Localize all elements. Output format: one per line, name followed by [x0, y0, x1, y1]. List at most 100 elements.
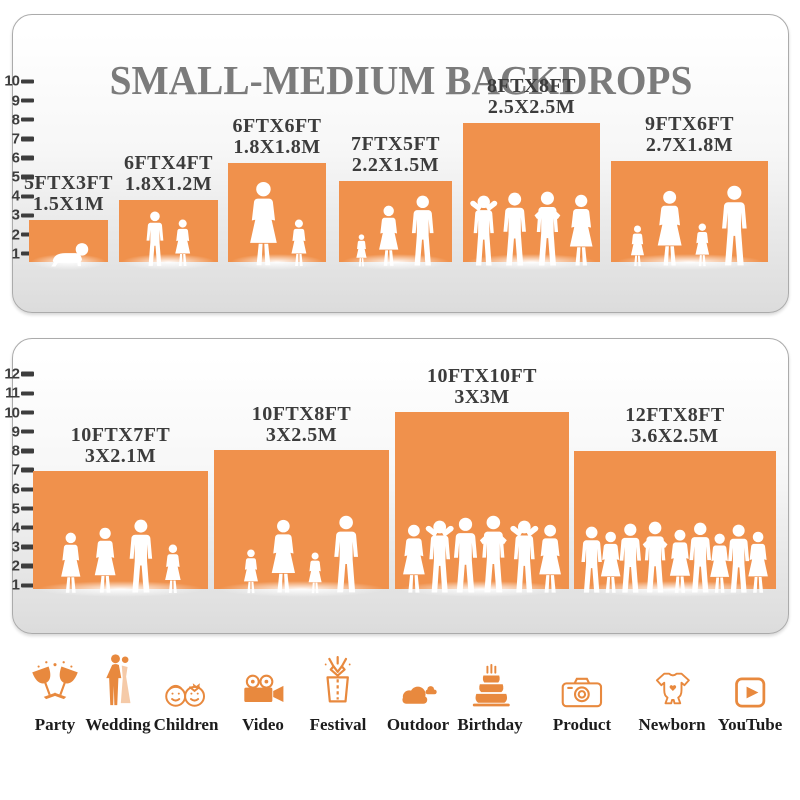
tick-number: 4	[11, 519, 20, 537]
people-silhouettes	[61, 519, 181, 593]
man-silhouette	[453, 517, 478, 593]
woman-silhouette	[94, 527, 116, 593]
woman-silhouette	[61, 532, 81, 593]
category-label: Video	[242, 715, 284, 734]
scale-tick-8: 8	[1, 442, 34, 459]
size-label: 6FTX4FT 1.8X1.2M	[124, 153, 213, 195]
backdrop-bar-6ftx6ft	[228, 163, 326, 262]
tick-number: 6	[11, 149, 20, 167]
scale-tick-3: 3	[1, 207, 34, 224]
size-meters: 3X3M	[454, 386, 510, 408]
party-icon	[28, 652, 82, 708]
category-birthday: Birthday	[457, 652, 523, 735]
tick-mark	[21, 155, 34, 161]
size-label: 12FTX8FT 3.6X2.5M	[625, 405, 725, 447]
size-feet: 6FTX6FT	[232, 115, 322, 137]
baby-silhouette	[51, 243, 89, 267]
category-row: Party Wedding	[0, 652, 800, 772]
people-silhouettes	[146, 211, 191, 267]
tick-mark	[21, 213, 34, 218]
scale-tick-3: 3	[1, 538, 34, 555]
size-feet: 7FTX5FT	[350, 133, 441, 155]
tick-mark	[21, 448, 34, 454]
scale-tick-6: 6	[1, 481, 34, 498]
tick-mark	[21, 544, 34, 550]
tick-number: 12	[4, 365, 20, 383]
tick-number: 5	[11, 500, 20, 517]
size-label: 6FTX6FT 1.8X1.8M	[232, 116, 321, 158]
ground-shadow	[38, 581, 203, 597]
woman-silhouette	[539, 524, 561, 593]
category-newborn: Newborn	[638, 652, 706, 735]
tick-mark	[21, 251, 34, 256]
girl-silhouette	[175, 219, 191, 267]
people-silhouettes	[470, 191, 593, 266]
man-silhouette	[689, 522, 712, 593]
children-icon	[163, 652, 209, 708]
scale-tick-4: 4	[1, 519, 34, 536]
category-label: Festival	[309, 715, 367, 734]
people-silhouettes	[250, 181, 307, 267]
size-label: 10FTX7FT 3X2.1M	[71, 425, 171, 467]
woman-silhouette	[657, 190, 682, 266]
small-medium-panel: SMALL-MEDIUM BACKDROPS 1 2 3 4 5 6 7 8 9 10 5FTX3…	[4, 14, 789, 313]
size-label: 10FTX10FT 3X3M	[427, 366, 537, 408]
size-label: 5FTX3FT 1.5X1M	[24, 173, 113, 215]
people-silhouettes	[356, 195, 434, 267]
size-feet: 12FTX8FT	[625, 404, 725, 426]
girl-silhouette	[243, 549, 258, 594]
category-label: Children	[153, 715, 219, 734]
size-feet: 9FTX6FT	[644, 113, 735, 135]
scale-tick-5: 5	[1, 169, 34, 186]
toddler-silhouette	[356, 234, 367, 267]
woman-silhouette	[403, 524, 425, 593]
tick-number: 1	[11, 576, 20, 594]
festival-icon	[314, 652, 362, 708]
tick-mark	[21, 391, 34, 396]
outdoor-icon	[398, 652, 438, 708]
backdrop-bar-6ftx4ft	[119, 200, 218, 262]
scale-tick-8: 8	[1, 111, 34, 128]
tick-mark	[21, 583, 34, 588]
manhips-silhouette	[479, 515, 507, 593]
tick-number: 2	[11, 226, 20, 244]
girl-silhouette	[291, 219, 307, 267]
category-label: Newborn	[638, 715, 706, 734]
woman-silhouette	[710, 533, 730, 593]
tick-number: 1	[11, 245, 20, 263]
size-meters: 3X2.5M	[265, 424, 338, 446]
category-product: Product	[553, 652, 611, 735]
tick-number: 8	[11, 111, 20, 129]
category-label: Wedding	[85, 715, 151, 734]
man-silhouette	[503, 192, 526, 266]
tick-number: 7	[11, 130, 20, 148]
manup-silhouette	[425, 520, 454, 593]
boy-silhouette	[146, 211, 164, 266]
size-meters: 3X2.1M	[84, 445, 157, 467]
newborn-icon	[649, 652, 695, 708]
backdrop-bar-10ftx7ft	[33, 471, 208, 589]
scale-tick-9: 9	[1, 92, 34, 109]
scale-tick-5: 5	[1, 500, 34, 517]
category-youtube: YouTube	[718, 652, 782, 735]
size-meters: 2.7X1.8M	[645, 134, 734, 156]
ground-shadow	[467, 254, 596, 270]
tick-number: 11	[5, 384, 20, 402]
size-meters: 1.8X1.2M	[124, 173, 213, 195]
girl-silhouette	[308, 552, 322, 594]
woman-silhouette	[600, 531, 621, 593]
category-outdoor: Outdoor	[387, 652, 449, 735]
category-video: Video	[240, 652, 286, 735]
woman-silhouette	[250, 181, 277, 266]
scale-tick-6: 6	[1, 149, 34, 166]
size-label: 8FTX8FT 2.5X2.5M	[487, 76, 576, 118]
birthday-icon	[467, 652, 513, 708]
category-label: Party	[34, 715, 76, 734]
page-title: SMALL-MEDIUM BACKDROPS	[109, 57, 692, 104]
scale-tick-7: 7	[1, 130, 34, 147]
tick-number: 5	[11, 168, 20, 186]
scale-tick-11: 11	[1, 385, 34, 402]
scale-tick-4: 4	[1, 188, 34, 205]
tick-number: 10	[4, 404, 20, 421]
